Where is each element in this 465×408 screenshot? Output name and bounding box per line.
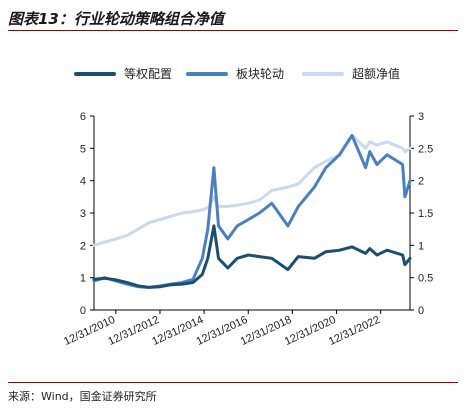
right-axis-tick-label: 1 [418,240,424,252]
right-axis-tick-label: 0 [418,305,424,317]
figure-title: 图表13：行业轮动策略组合净值 [8,10,224,28]
series-line-excess-nav [92,133,412,247]
legend-label-excess-nav: 超额净值 [352,67,401,81]
source-note: 来源：Wind，国金证券研究所 [8,390,157,403]
legend-item-sector-rotation: 板块轮动 [186,66,306,82]
legend-label-sector-rotation: 板块轮动 [236,67,285,81]
right-axis-tick-label: 2 [418,176,424,188]
legend-item-excess-nav: 超额净值 [302,66,422,82]
series-line-equal-weight [92,224,412,289]
left-axis-tick-label: 1 [80,273,86,285]
left-axis-tick-label: 5 [80,143,86,155]
left-axis-tick-label: 4 [80,176,86,188]
x-axis-tick-label: 12/31/2022 [327,314,382,348]
right-axis-tick-label: 3 [418,111,424,123]
legend-swatch-equal-weight [74,72,116,76]
legend-item-equal-weight: 等权配置 [74,66,194,82]
left-axis-tick-label: 2 [80,240,86,252]
series-line-sector-rotation [92,133,412,289]
left-axis-tick-label: 6 [80,111,86,123]
right-axis-tick-label: 0.5 [418,273,433,285]
chart-legend: 等权配置 板块轮动 超额净值 [0,66,465,82]
right-axis-tick-label: 2.5 [418,143,433,155]
legend-swatch-excess-nav [302,72,344,76]
left-axis-tick-label: 3 [80,208,86,220]
source-divider [8,382,458,383]
title-divider [8,30,458,31]
left-axis-tick-label: 0 [80,305,86,317]
legend-label-equal-weight: 等权配置 [124,67,173,81]
right-axis-tick-label: 1.5 [418,208,433,220]
legend-swatch-sector-rotation [186,72,228,76]
